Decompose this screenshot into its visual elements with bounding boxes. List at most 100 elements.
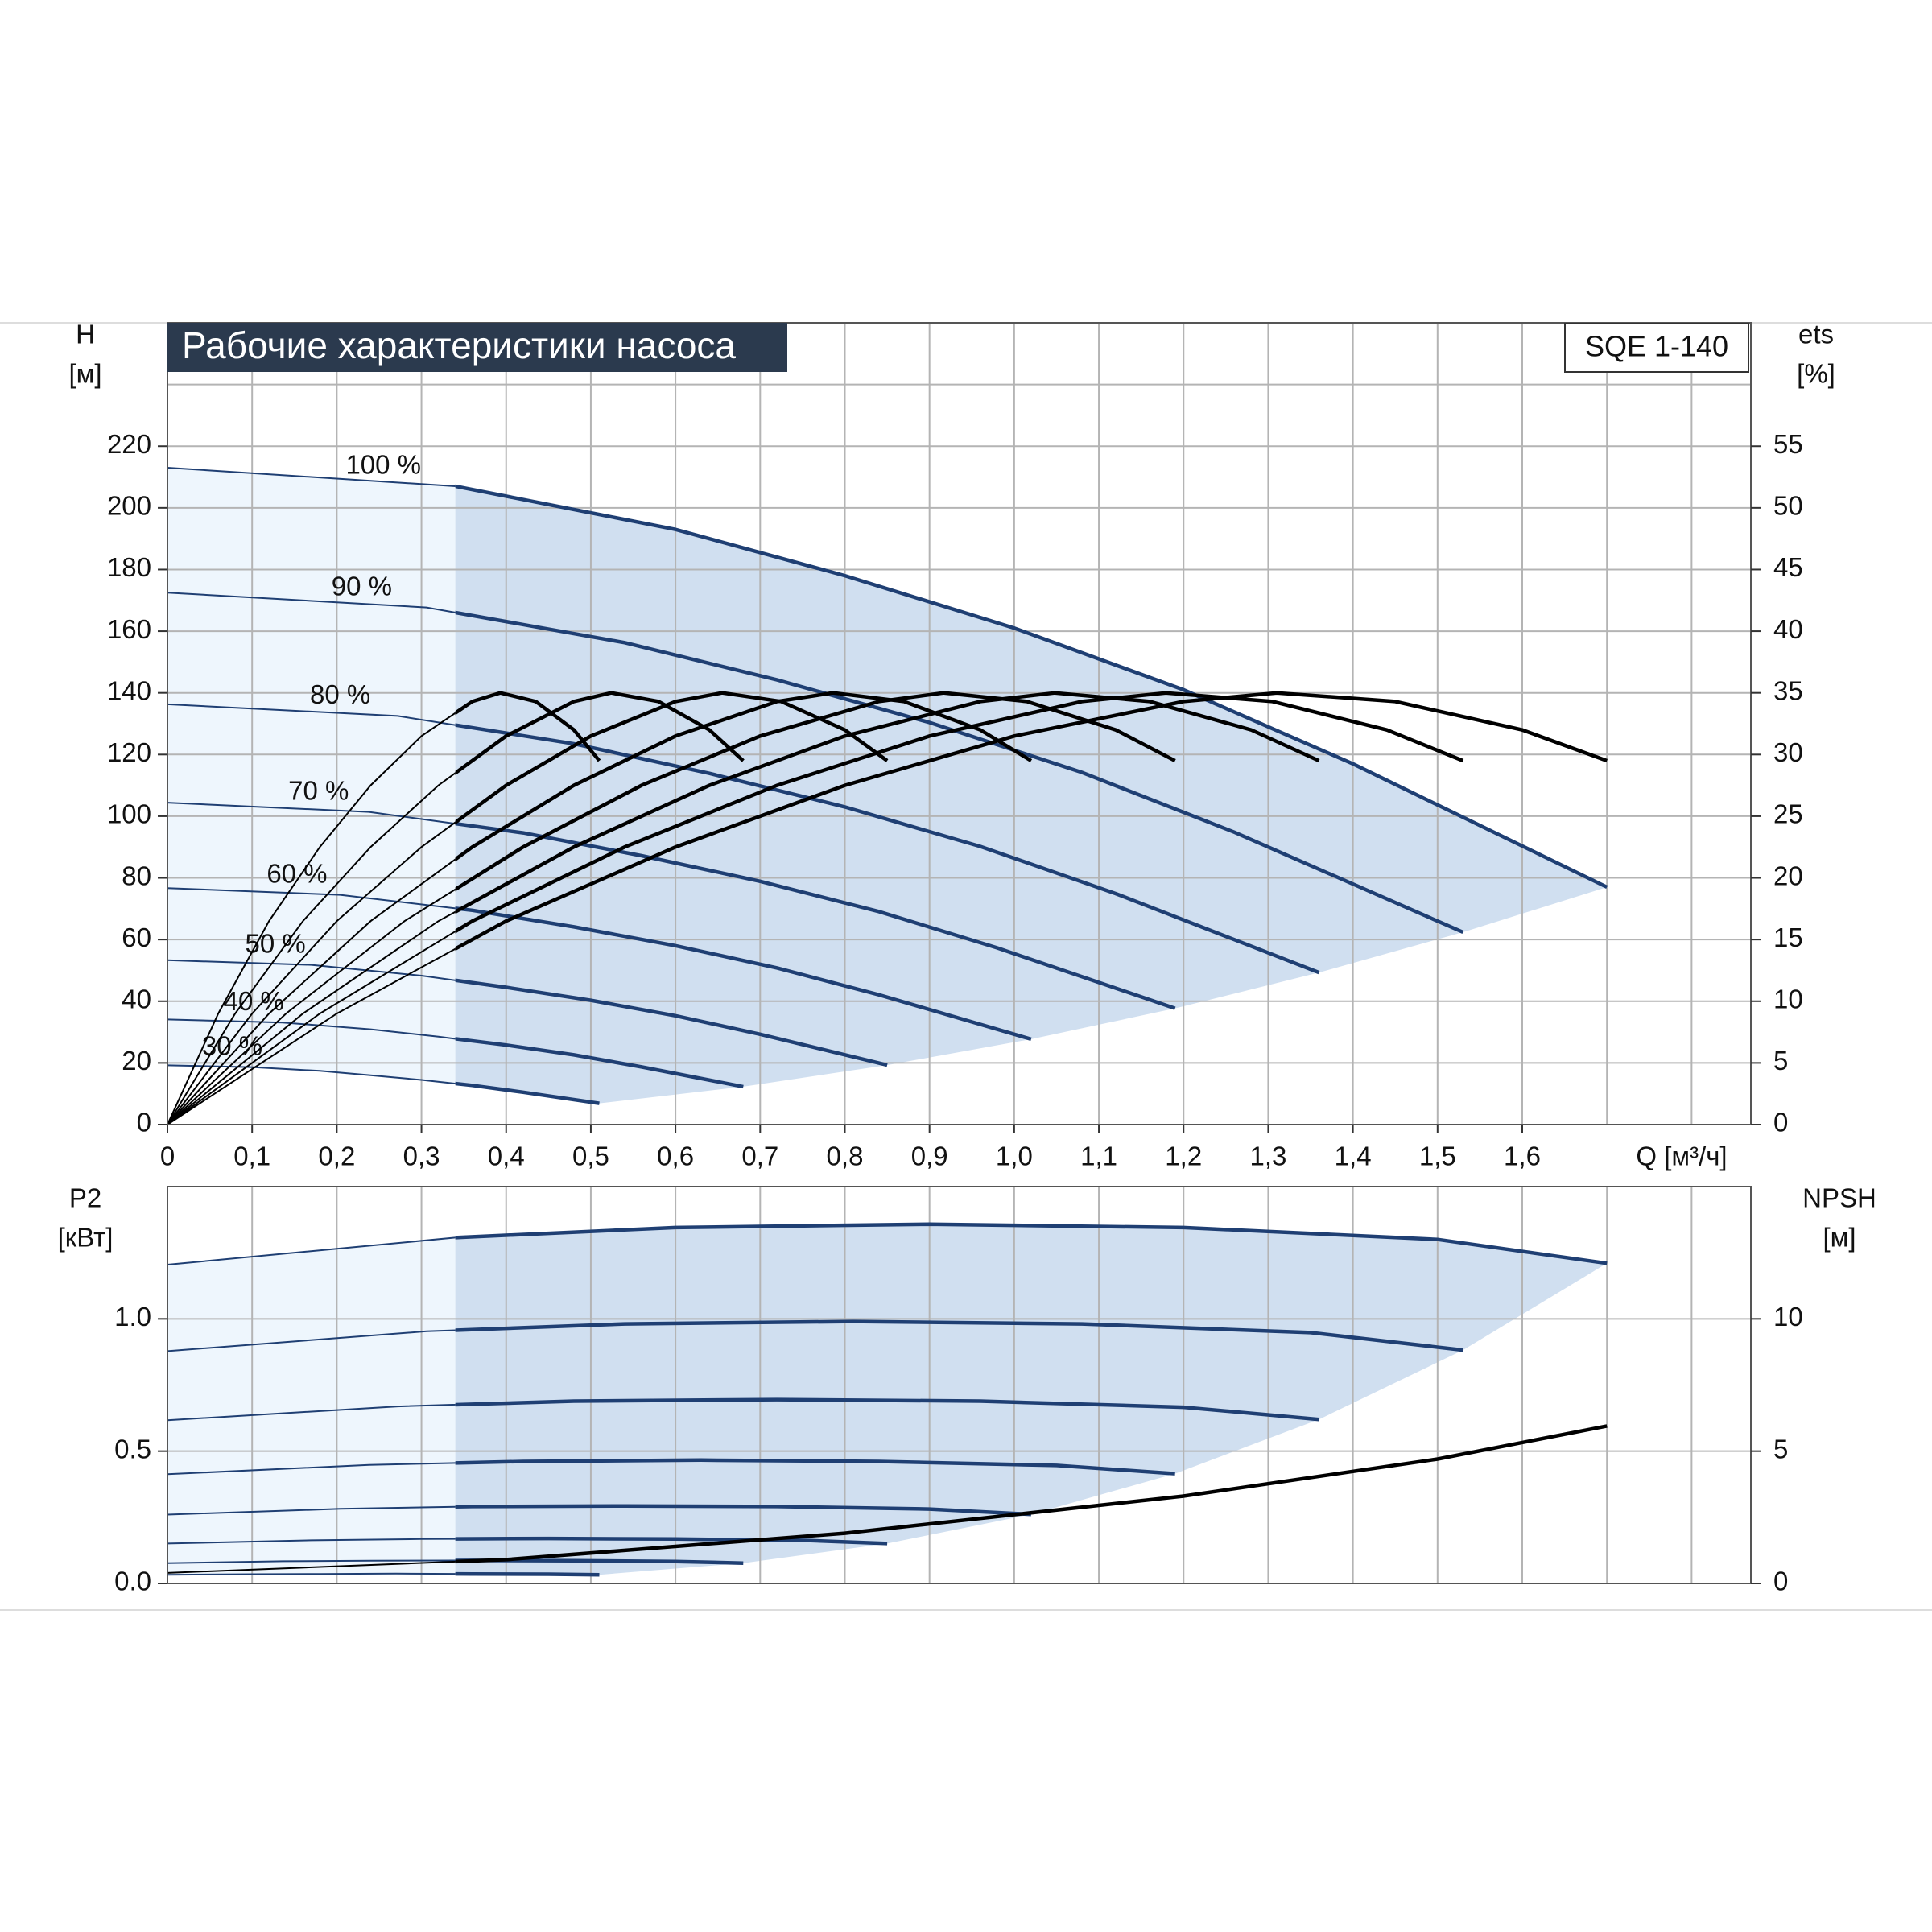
- x-tick-label: 1,4: [1335, 1141, 1372, 1171]
- curve-label: 50 %: [246, 928, 306, 958]
- y-tick-label: 0: [137, 1108, 151, 1137]
- y-tick-label: 120: [107, 737, 151, 767]
- curve-thin: [167, 1559, 456, 1564]
- y-axis-unit: [м]: [68, 359, 101, 389]
- operating-area-left: [167, 1237, 456, 1583]
- curve-label: 90 %: [332, 571, 392, 601]
- x-tick-label: 0,5: [572, 1141, 609, 1171]
- curve-thin: [167, 821, 456, 1125]
- x-axis-label: Q [м³/ч]: [1636, 1141, 1727, 1171]
- curve-thin: [167, 1064, 456, 1085]
- y2-axis-label: ets: [1798, 320, 1834, 349]
- y2-tick-label: 55: [1773, 429, 1803, 459]
- curve: [455, 906, 1032, 1042]
- curve: [455, 691, 1608, 952]
- curve-thin: [167, 1505, 456, 1516]
- x-tick-label: 1,3: [1249, 1141, 1286, 1171]
- y-tick-label: 0.0: [114, 1567, 151, 1596]
- y2-tick-label: 10: [1773, 1302, 1803, 1331]
- plot-frame: [167, 322, 1752, 1125]
- y2-tick-label: 20: [1773, 861, 1803, 890]
- curve-label: 70 %: [288, 775, 349, 805]
- curve: [455, 691, 601, 762]
- y-tick-label: 1.0: [114, 1302, 151, 1331]
- x-tick-label: 0,4: [488, 1141, 525, 1171]
- curve: [455, 723, 1320, 975]
- curve-thin: [167, 1403, 456, 1422]
- curve-thin: [167, 947, 456, 1125]
- y2-tick-label: 50: [1773, 491, 1803, 521]
- y-tick-label: 200: [107, 491, 151, 521]
- curve-thin: [167, 1572, 456, 1576]
- curve: [455, 821, 1176, 1010]
- y2-tick-label: 35: [1773, 675, 1803, 705]
- y-axis-label: P2: [69, 1183, 101, 1213]
- x-tick-label: 1,0: [996, 1141, 1033, 1171]
- y2-tick-label: 5: [1773, 1046, 1788, 1075]
- y-tick-label: 40: [122, 984, 151, 1013]
- x-tick-label: 0,9: [911, 1141, 948, 1171]
- x-tick-label: 0,1: [233, 1141, 270, 1171]
- curve-thin: [167, 930, 456, 1125]
- curve-thin: [167, 1018, 456, 1040]
- y2-tick-label: 0: [1773, 1108, 1788, 1137]
- curve: [455, 1571, 600, 1577]
- curve-thin: [167, 1236, 456, 1265]
- curve: [455, 691, 1464, 934]
- curve-thin: [167, 858, 456, 1125]
- operating-area: [455, 486, 1608, 1104]
- curve-thin: [167, 887, 456, 910]
- curve-thin: [167, 959, 456, 981]
- title-box: [167, 323, 787, 372]
- y-tick-label: 180: [107, 552, 151, 582]
- y-axis-unit: [кВт]: [58, 1223, 114, 1253]
- curve: [455, 691, 1320, 914]
- y2-tick-label: 45: [1773, 552, 1803, 582]
- curve: [455, 1222, 1608, 1265]
- curve-thin: [167, 772, 456, 1125]
- curve: [455, 978, 888, 1067]
- curve: [455, 1037, 744, 1089]
- y-tick-label: 20: [122, 1046, 151, 1075]
- curve-thin: [167, 1462, 456, 1476]
- y2-tick-label: 0: [1773, 1567, 1788, 1596]
- x-tick-label: 0,7: [741, 1141, 778, 1171]
- curve: [455, 1424, 1608, 1564]
- y-tick-label: 60: [122, 923, 151, 952]
- x-tick-label: 0,8: [827, 1141, 864, 1171]
- plot-frame: [167, 1186, 1752, 1584]
- curve: [455, 1536, 888, 1546]
- annotation: SQE 1-140: [1585, 330, 1728, 363]
- curve-label: 30 %: [202, 1030, 262, 1060]
- y2-tick-label: 25: [1773, 799, 1803, 829]
- y-tick-label: 160: [107, 614, 151, 644]
- curve-thin: [167, 1560, 456, 1574]
- x-tick-label: 0,6: [657, 1141, 694, 1171]
- curve: [455, 610, 1464, 935]
- curve-thin: [167, 910, 456, 1125]
- y2-axis-unit: [%]: [1797, 359, 1835, 389]
- curve: [455, 1504, 1032, 1517]
- operating-area: [455, 1224, 1608, 1575]
- y2-tick-label: 5: [1773, 1434, 1788, 1463]
- y2-tick-label: 15: [1773, 923, 1803, 952]
- x-tick-label: 0,3: [403, 1141, 440, 1171]
- curve: [455, 691, 1033, 862]
- x-tick-label: 1,2: [1165, 1141, 1202, 1171]
- curve-thin: [167, 1329, 456, 1352]
- y-axis-label: H: [76, 320, 95, 349]
- curve: [455, 691, 1176, 892]
- y2-tick-label: 10: [1773, 984, 1803, 1013]
- x-tick-label: 1,6: [1504, 1141, 1541, 1171]
- y2-tick-label: 40: [1773, 614, 1803, 644]
- curve: [455, 1458, 1175, 1476]
- curve-label: 80 %: [310, 679, 370, 709]
- x-tick-label: 1,1: [1080, 1141, 1117, 1171]
- y-tick-label: 80: [122, 861, 151, 890]
- y-tick-label: 100: [107, 799, 151, 829]
- y2-tick-label: 30: [1773, 737, 1803, 767]
- y2-axis-unit: [м]: [1823, 1223, 1856, 1253]
- curve: [455, 1081, 600, 1105]
